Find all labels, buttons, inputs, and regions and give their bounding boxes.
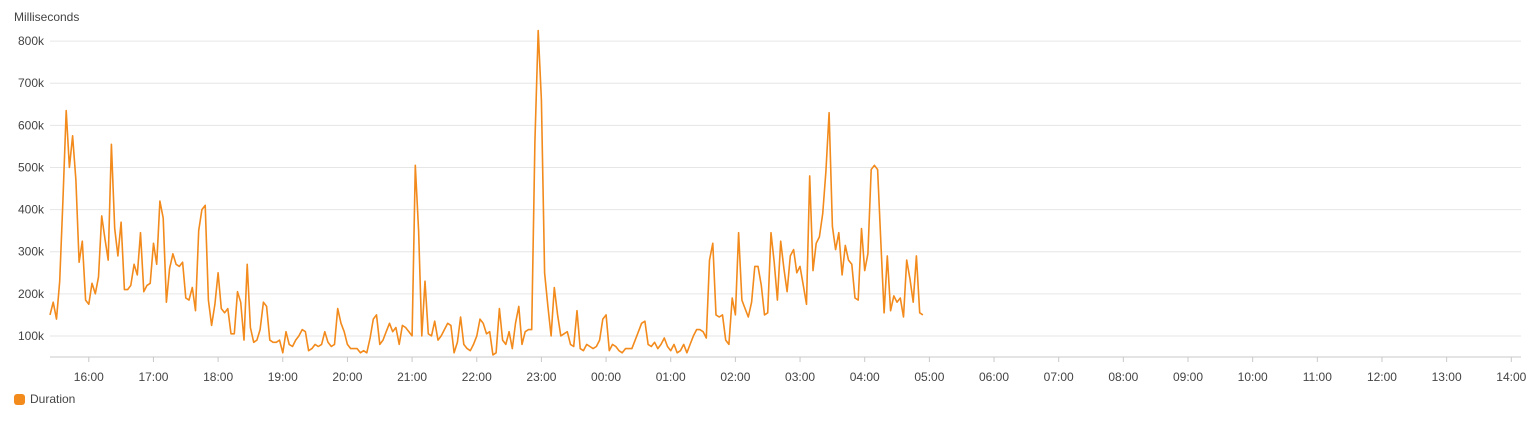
x-tick-label: 06:00: [979, 370, 1009, 384]
y-tick-label: 100k: [18, 329, 45, 343]
x-tick-label: 23:00: [526, 370, 556, 384]
x-tick-label: 12:00: [1367, 370, 1397, 384]
x-tick-label: 00:00: [591, 370, 621, 384]
x-tick-label: 11:00: [1303, 370, 1332, 384]
legend[interactable]: Duration: [14, 392, 75, 406]
x-tick-label: 14:00: [1496, 370, 1526, 384]
x-tick-label: 07:00: [1044, 370, 1074, 384]
y-tick-label: 600k: [18, 118, 45, 132]
series-layer: [49, 29, 924, 356]
x-tick-label: 16:00: [74, 370, 104, 384]
x-tick-label: 09:00: [1173, 370, 1203, 384]
legend-label-duration: Duration: [30, 392, 76, 406]
y-axis-label: Milliseconds: [14, 10, 80, 24]
x-tick-label: 01:00: [656, 370, 686, 384]
x-tick-label: 10:00: [1238, 370, 1268, 384]
y-tick-label: 300k: [18, 245, 45, 259]
x-tick-label: 08:00: [1108, 370, 1138, 384]
y-tick-label: 500k: [18, 160, 45, 174]
x-tick-label: 18:00: [203, 370, 233, 384]
x-tick-label: 19:00: [268, 370, 298, 384]
x-tick-label: 04:00: [850, 370, 880, 384]
y-tick-label: 400k: [18, 203, 45, 217]
x-tick-label: 17:00: [138, 370, 168, 384]
x-tick-label: 22:00: [462, 370, 492, 384]
x-tick-label: 05:00: [914, 370, 944, 384]
y-tick-label: 700k: [18, 76, 45, 90]
x-tick-label: 21:00: [397, 370, 427, 384]
x-tick-label: 03:00: [785, 370, 815, 384]
x-tick-label: 20:00: [332, 370, 362, 384]
x-tick-label: 13:00: [1432, 370, 1462, 384]
legend-swatch-duration: [14, 393, 25, 405]
x-axis: 16:00 17:00 18:00 19:00 20:00 21:00 22:00 23:00…: [50, 356, 1526, 384]
y-tick-label: 200k: [18, 287, 45, 301]
x-tick-label: 02:00: [720, 370, 750, 384]
series-line-duration: [49, 29, 924, 356]
grid-layer: [50, 40, 1521, 337]
y-tick-labels: 100k 200k 300k 400k 500k 600k 700k 800k: [18, 34, 45, 343]
y-tick-label: 800k: [18, 34, 45, 48]
